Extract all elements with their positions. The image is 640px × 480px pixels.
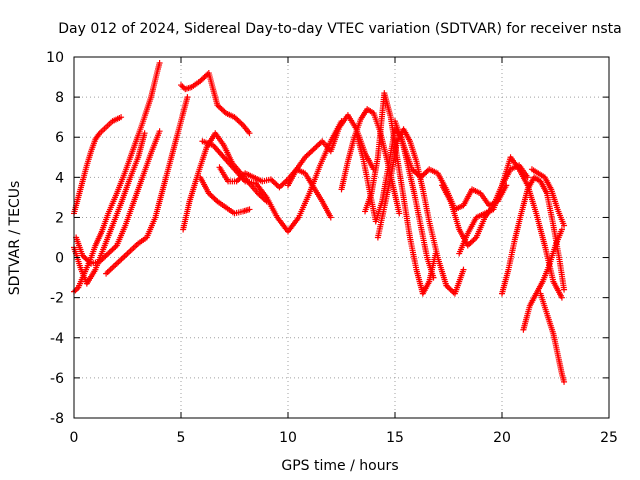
axis-ticks: 0 5 10 15 20 25 -8 -6 -4 -2 0 2 4 6 8 10 (46, 50, 618, 446)
series-arc-1 (71, 114, 125, 217)
data-point (396, 210, 403, 217)
data-point (246, 130, 253, 137)
y-tick-label: 8 (55, 90, 64, 106)
data-point (141, 130, 148, 137)
x-axis-label: GPS time / hours (281, 458, 398, 474)
data-layer (71, 60, 568, 385)
series-arc-5 (103, 94, 191, 277)
y-axis-label: SDTVAR / TECUs (7, 181, 23, 296)
series-arc-14 (362, 90, 439, 297)
x-tick-label: 10 (279, 430, 297, 446)
x-tick-label: 0 (70, 430, 79, 446)
x-tick-label: 20 (493, 430, 511, 446)
y-tick-label: -4 (50, 331, 64, 347)
data-point (460, 266, 467, 273)
x-tick-label: 5 (177, 430, 186, 446)
data-point (327, 214, 334, 221)
grid-lines (74, 57, 609, 418)
data-point (246, 206, 253, 213)
y-tick-label: 6 (55, 130, 64, 146)
chart-title: Day 012 of 2024, Sidereal Day-to-day VTE… (58, 21, 621, 37)
data-point (184, 94, 191, 101)
data-point (156, 128, 163, 135)
data-point (156, 60, 163, 67)
series-arc-6 (178, 70, 253, 137)
x-tick-label: 15 (386, 430, 404, 446)
series-arc-8 (197, 174, 253, 217)
series-arc-20 (520, 226, 565, 333)
series-arc-22 (528, 166, 568, 229)
y-tick-label: -6 (50, 371, 64, 387)
y-tick-label: 2 (55, 210, 64, 226)
data-point (558, 226, 565, 233)
y-tick-label: -8 (50, 411, 64, 427)
y-tick-label: 4 (55, 170, 64, 186)
series-arc-18 (456, 154, 565, 301)
series-arc-4 (73, 128, 163, 267)
data-point (561, 286, 568, 293)
data-point (524, 174, 531, 181)
series-arc-19 (499, 174, 568, 297)
x-tick-label: 25 (600, 430, 618, 446)
y-tick-label: 0 (55, 251, 64, 267)
data-point (561, 222, 568, 229)
y-tick-label: -2 (50, 291, 64, 307)
series-arc-3 (71, 130, 148, 287)
data-point (118, 114, 125, 121)
y-tick-label: 10 (46, 50, 64, 66)
data-point (561, 378, 568, 385)
plot-frame (73, 56, 610, 419)
series-arc-21 (537, 290, 568, 385)
data-point (558, 294, 565, 301)
